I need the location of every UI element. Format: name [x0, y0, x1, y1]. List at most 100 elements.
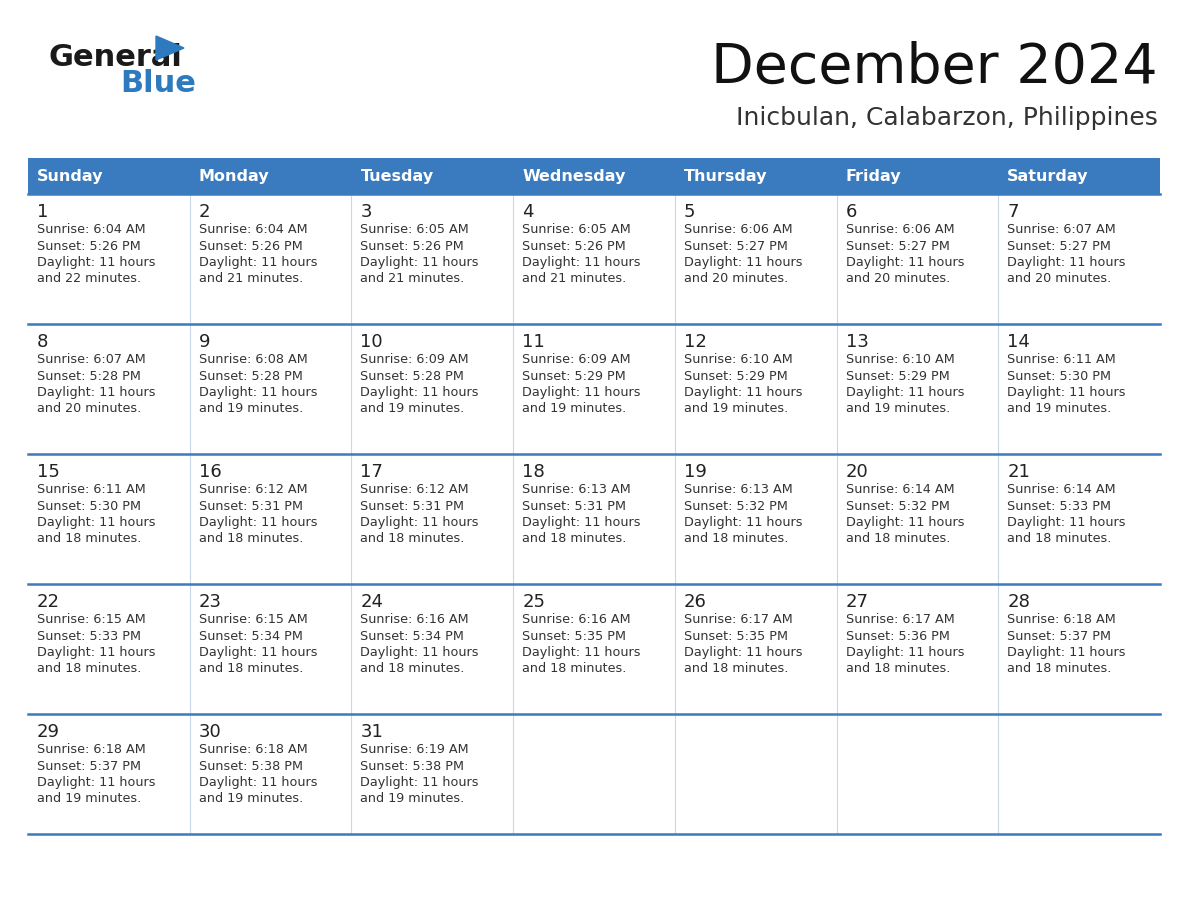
Text: 21: 21 — [1007, 463, 1030, 481]
Text: Monday: Monday — [198, 169, 270, 184]
Text: Sunset: 5:28 PM: Sunset: 5:28 PM — [37, 370, 141, 383]
Text: and 21 minutes.: and 21 minutes. — [523, 273, 626, 285]
Text: Sunrise: 6:12 AM: Sunrise: 6:12 AM — [198, 483, 308, 496]
Text: and 18 minutes.: and 18 minutes. — [523, 663, 626, 676]
Text: Sunrise: 6:05 AM: Sunrise: 6:05 AM — [360, 223, 469, 236]
Bar — [675, 584, 836, 714]
Text: 12: 12 — [684, 333, 707, 351]
Text: Friday: Friday — [846, 169, 902, 184]
Text: 2: 2 — [198, 203, 210, 221]
Text: and 19 minutes.: and 19 minutes. — [198, 792, 303, 805]
Text: Daylight: 11 hours: Daylight: 11 hours — [37, 516, 156, 529]
Text: Sunset: 5:33 PM: Sunset: 5:33 PM — [1007, 499, 1111, 512]
Text: Sunrise: 6:17 AM: Sunrise: 6:17 AM — [846, 613, 954, 626]
Text: Daylight: 11 hours: Daylight: 11 hours — [37, 776, 156, 789]
Text: and 21 minutes.: and 21 minutes. — [360, 273, 465, 285]
Bar — [513, 324, 675, 454]
Text: Daylight: 11 hours: Daylight: 11 hours — [684, 516, 802, 529]
Text: 3: 3 — [360, 203, 372, 221]
Text: Sunrise: 6:18 AM: Sunrise: 6:18 AM — [37, 743, 146, 756]
Text: Sunset: 5:37 PM: Sunset: 5:37 PM — [1007, 630, 1111, 643]
Text: Sunrise: 6:19 AM: Sunrise: 6:19 AM — [360, 743, 469, 756]
Text: and 19 minutes.: and 19 minutes. — [684, 402, 788, 416]
Bar — [352, 158, 513, 194]
Text: Daylight: 11 hours: Daylight: 11 hours — [360, 776, 479, 789]
Text: 13: 13 — [846, 333, 868, 351]
Text: 27: 27 — [846, 593, 868, 611]
Text: Daylight: 11 hours: Daylight: 11 hours — [1007, 646, 1126, 659]
Text: Sunrise: 6:18 AM: Sunrise: 6:18 AM — [1007, 613, 1116, 626]
Text: 28: 28 — [1007, 593, 1030, 611]
Bar — [352, 454, 513, 584]
Text: Sunrise: 6:09 AM: Sunrise: 6:09 AM — [360, 353, 469, 366]
Text: and 19 minutes.: and 19 minutes. — [523, 402, 626, 416]
Text: 15: 15 — [37, 463, 59, 481]
Text: Sunrise: 6:13 AM: Sunrise: 6:13 AM — [523, 483, 631, 496]
Text: and 18 minutes.: and 18 minutes. — [523, 532, 626, 545]
Text: Sunset: 5:37 PM: Sunset: 5:37 PM — [37, 759, 141, 773]
Bar — [836, 714, 998, 834]
Text: Daylight: 11 hours: Daylight: 11 hours — [1007, 516, 1126, 529]
Text: 1: 1 — [37, 203, 49, 221]
Text: Thursday: Thursday — [684, 169, 767, 184]
Bar — [29, 584, 190, 714]
Text: Sunset: 5:26 PM: Sunset: 5:26 PM — [37, 240, 140, 252]
Text: Sunrise: 6:17 AM: Sunrise: 6:17 AM — [684, 613, 792, 626]
Text: Sunset: 5:38 PM: Sunset: 5:38 PM — [198, 759, 303, 773]
Text: 18: 18 — [523, 463, 545, 481]
Text: December 2024: December 2024 — [712, 41, 1158, 95]
Bar — [998, 158, 1159, 194]
Text: Sunset: 5:38 PM: Sunset: 5:38 PM — [360, 759, 465, 773]
Text: 20: 20 — [846, 463, 868, 481]
Bar — [675, 454, 836, 584]
Text: and 19 minutes.: and 19 minutes. — [360, 402, 465, 416]
Bar — [29, 454, 190, 584]
Text: Daylight: 11 hours: Daylight: 11 hours — [198, 516, 317, 529]
Bar — [998, 324, 1159, 454]
Text: Daylight: 11 hours: Daylight: 11 hours — [37, 646, 156, 659]
Text: Sunrise: 6:07 AM: Sunrise: 6:07 AM — [37, 353, 146, 366]
Text: Sunset: 5:27 PM: Sunset: 5:27 PM — [1007, 240, 1111, 252]
Text: 25: 25 — [523, 593, 545, 611]
Text: Sunset: 5:29 PM: Sunset: 5:29 PM — [684, 370, 788, 383]
Text: and 18 minutes.: and 18 minutes. — [846, 663, 950, 676]
Text: Sunrise: 6:05 AM: Sunrise: 6:05 AM — [523, 223, 631, 236]
Text: Sunset: 5:31 PM: Sunset: 5:31 PM — [198, 499, 303, 512]
Text: Sunrise: 6:04 AM: Sunrise: 6:04 AM — [198, 223, 308, 236]
Text: Sunrise: 6:16 AM: Sunrise: 6:16 AM — [360, 613, 469, 626]
Bar — [836, 454, 998, 584]
Text: 7: 7 — [1007, 203, 1019, 221]
Text: 9: 9 — [198, 333, 210, 351]
Text: Daylight: 11 hours: Daylight: 11 hours — [37, 386, 156, 399]
Text: Sunrise: 6:04 AM: Sunrise: 6:04 AM — [37, 223, 146, 236]
Bar — [513, 158, 675, 194]
Text: 11: 11 — [523, 333, 545, 351]
Text: Sunrise: 6:10 AM: Sunrise: 6:10 AM — [846, 353, 954, 366]
Text: and 19 minutes.: and 19 minutes. — [198, 402, 303, 416]
Text: Sunset: 5:32 PM: Sunset: 5:32 PM — [684, 499, 788, 512]
Text: and 18 minutes.: and 18 minutes. — [360, 663, 465, 676]
Text: Sunrise: 6:09 AM: Sunrise: 6:09 AM — [523, 353, 631, 366]
Bar — [190, 454, 352, 584]
Bar — [998, 454, 1159, 584]
Text: and 18 minutes.: and 18 minutes. — [1007, 663, 1112, 676]
Text: 5: 5 — [684, 203, 695, 221]
Bar — [836, 584, 998, 714]
Bar — [352, 714, 513, 834]
Text: Daylight: 11 hours: Daylight: 11 hours — [360, 386, 479, 399]
Text: Sunrise: 6:18 AM: Sunrise: 6:18 AM — [198, 743, 308, 756]
Text: Sunday: Sunday — [37, 169, 103, 184]
Bar — [998, 194, 1159, 324]
Bar — [29, 324, 190, 454]
Text: and 19 minutes.: and 19 minutes. — [1007, 402, 1112, 416]
Text: Sunset: 5:27 PM: Sunset: 5:27 PM — [846, 240, 949, 252]
Text: and 18 minutes.: and 18 minutes. — [846, 532, 950, 545]
Text: Daylight: 11 hours: Daylight: 11 hours — [523, 646, 640, 659]
Text: and 20 minutes.: and 20 minutes. — [1007, 273, 1112, 285]
Bar — [190, 584, 352, 714]
Text: Sunrise: 6:10 AM: Sunrise: 6:10 AM — [684, 353, 792, 366]
Text: Saturday: Saturday — [1007, 169, 1088, 184]
Bar — [352, 324, 513, 454]
Text: Sunrise: 6:14 AM: Sunrise: 6:14 AM — [1007, 483, 1116, 496]
Text: 4: 4 — [523, 203, 533, 221]
